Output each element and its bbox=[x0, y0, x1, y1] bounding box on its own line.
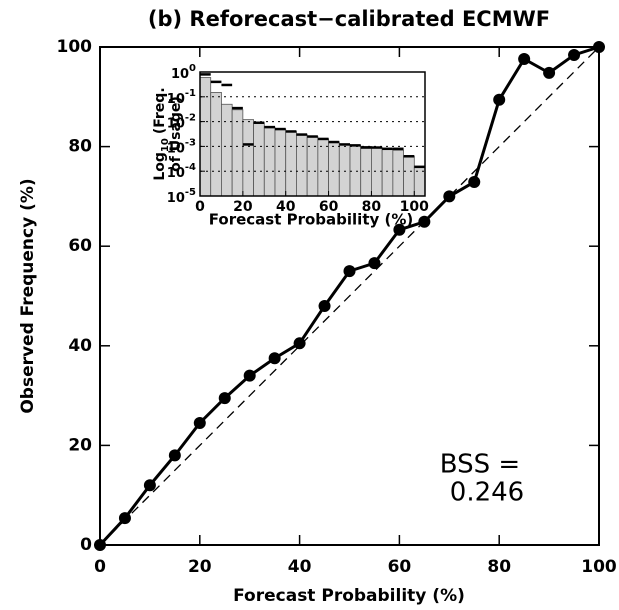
y-tick-label: 0 bbox=[80, 535, 92, 555]
annotation: 0.246 bbox=[450, 478, 524, 508]
histogram-bar bbox=[253, 122, 265, 197]
data-point bbox=[468, 175, 481, 188]
tick-base: 10 bbox=[167, 91, 185, 106]
x-tick-label: 40 bbox=[288, 557, 312, 577]
inset-y-tick-label: 10-2 bbox=[167, 113, 196, 132]
tick-base: 10 bbox=[167, 166, 185, 181]
chart-title: (b) Reforecast−calibrated ECMWF bbox=[148, 7, 550, 31]
data-point bbox=[393, 223, 406, 236]
histogram-bar bbox=[306, 136, 319, 197]
y-tick-label: 80 bbox=[68, 137, 92, 157]
inset-y-tick-label: 10-4 bbox=[167, 162, 196, 181]
inset-x-tick-label: 60 bbox=[319, 199, 339, 215]
y-tick-label: 60 bbox=[68, 236, 92, 256]
histogram-bar bbox=[371, 147, 383, 197]
x-axis-label: Forecast Probability (%) bbox=[233, 586, 465, 606]
histogram-bar bbox=[274, 128, 287, 197]
data-point bbox=[193, 416, 206, 429]
data-point bbox=[118, 512, 131, 525]
y-tick-label: 100 bbox=[57, 37, 93, 57]
data-point bbox=[368, 257, 381, 270]
inset-x-tick-label: 0 bbox=[195, 199, 205, 215]
x-tick-label: 60 bbox=[388, 557, 412, 577]
tick-base: 10 bbox=[167, 141, 185, 156]
inset-y-tick-label: 100 bbox=[171, 63, 196, 82]
data-point bbox=[418, 215, 431, 228]
inset-y-axis-label: of Usage) bbox=[168, 96, 184, 172]
label-part: Log bbox=[152, 152, 168, 181]
tick-exponent: -1 bbox=[185, 88, 196, 99]
inset-y-axis-label: Log10 (Freq. bbox=[152, 87, 171, 180]
x-tick-label: 20 bbox=[188, 557, 212, 577]
inset-x-tick-label: 80 bbox=[362, 199, 382, 215]
histogram-bar bbox=[392, 149, 404, 197]
inset-y-tick-label: 10-5 bbox=[167, 187, 196, 206]
data-point bbox=[168, 449, 181, 462]
histogram-bar bbox=[403, 155, 415, 197]
tick-exponent: -4 bbox=[185, 162, 196, 173]
data-point bbox=[443, 190, 456, 203]
data-point bbox=[243, 369, 256, 382]
tick-base: 10 bbox=[167, 116, 185, 131]
tick-base: 10 bbox=[171, 67, 189, 82]
y-tick-label: 20 bbox=[68, 435, 92, 455]
histogram-bar bbox=[328, 141, 340, 197]
diagonal bbox=[99, 46, 600, 546]
data-point bbox=[293, 337, 306, 350]
histogram-bar bbox=[199, 77, 212, 197]
histogram-bar bbox=[231, 109, 244, 197]
histogram-bar bbox=[381, 148, 394, 197]
inset-x-tick-label: 40 bbox=[276, 199, 296, 215]
histogram-bar bbox=[221, 103, 233, 197]
inset-y-tick-label: 10-1 bbox=[167, 88, 196, 107]
data-point bbox=[143, 479, 156, 492]
tick-exponent: 0 bbox=[189, 63, 196, 74]
data-point bbox=[518, 52, 531, 65]
data-point bbox=[568, 48, 581, 61]
data-point bbox=[343, 265, 356, 278]
x-tick-label: 80 bbox=[487, 557, 511, 577]
data-point bbox=[543, 66, 556, 79]
tick-exponent: -2 bbox=[185, 113, 196, 124]
label-part: (Freq. bbox=[152, 87, 168, 134]
histogram-bar bbox=[263, 126, 276, 197]
histogram-bar bbox=[285, 131, 297, 197]
annotation: BSS = bbox=[440, 450, 520, 480]
x-tick-label: 100 bbox=[581, 557, 617, 577]
tick-base: 10 bbox=[167, 191, 185, 206]
x-tick-label: 0 bbox=[94, 557, 106, 577]
histogram-bar bbox=[349, 144, 362, 197]
inset-x-axis-label: Forecast Probability (%) bbox=[209, 211, 413, 229]
data-point bbox=[318, 299, 331, 312]
inset-frame bbox=[199, 71, 426, 197]
histogram-bar bbox=[242, 119, 254, 197]
y-tick-label: 40 bbox=[68, 336, 92, 356]
y-axis-label: Observed Frequency (%) bbox=[18, 178, 38, 413]
data-point bbox=[493, 93, 506, 106]
inset-x-tick-label: 100 bbox=[400, 199, 429, 215]
histogram-bar bbox=[296, 134, 308, 197]
tick-exponent: -5 bbox=[185, 187, 196, 198]
inset-x-tick-label: 20 bbox=[233, 199, 253, 215]
plot-frame bbox=[99, 46, 600, 546]
inset-y-tick-label: 10-3 bbox=[167, 137, 196, 156]
data-point bbox=[268, 352, 281, 365]
data-point bbox=[218, 392, 231, 405]
label-part: 10 bbox=[160, 138, 171, 152]
histogram-bar bbox=[317, 138, 329, 197]
histogram-bar bbox=[210, 92, 222, 197]
tick-exponent: -3 bbox=[185, 137, 196, 148]
histogram-bar bbox=[338, 144, 351, 197]
